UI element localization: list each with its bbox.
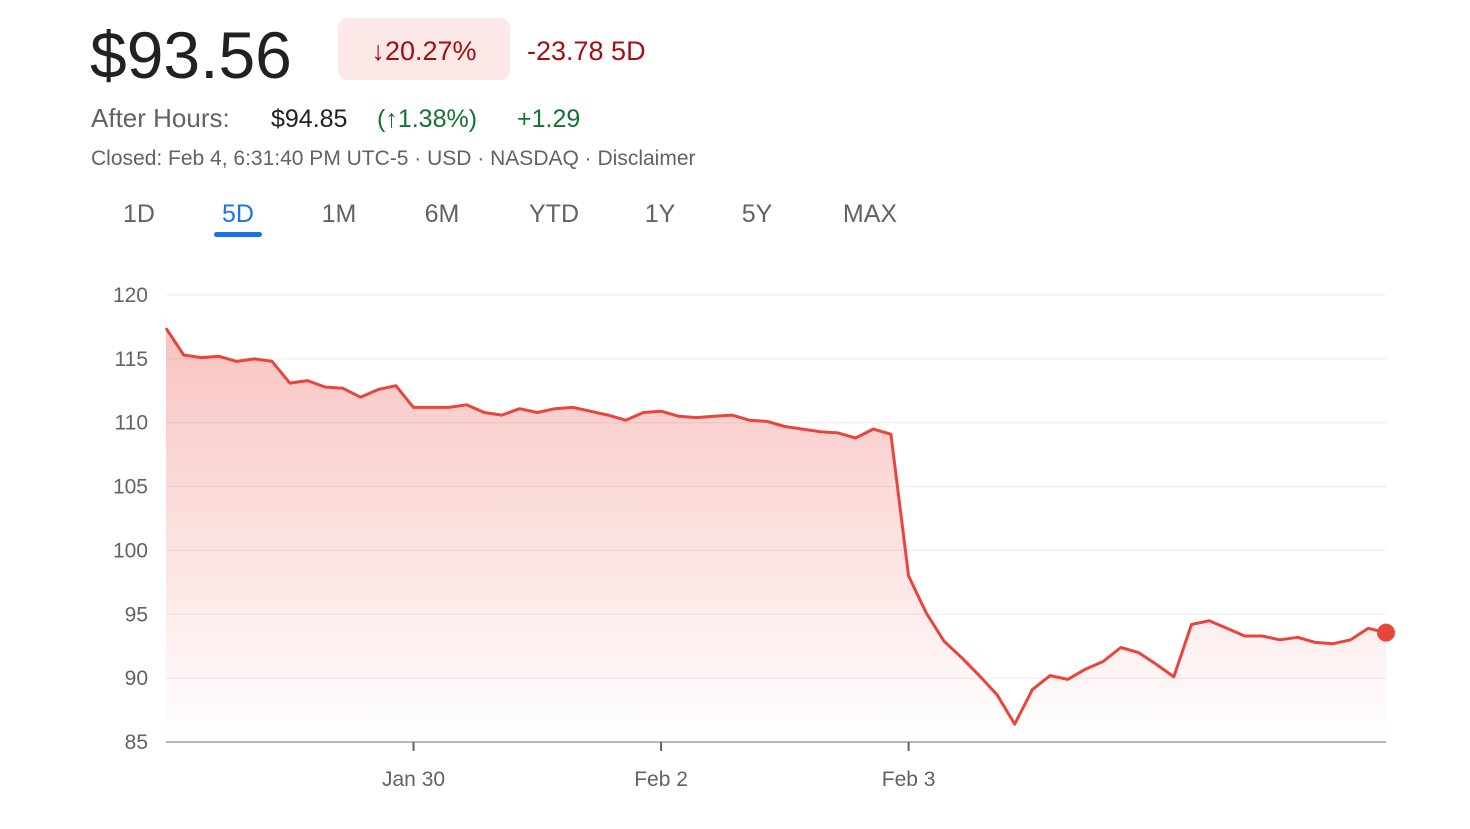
y-tick-label: 110	[115, 412, 148, 435]
y-tick-label: 105	[113, 476, 148, 499]
after-hours-price: $94.85	[271, 105, 347, 133]
range-tab[interactable]: YTD	[529, 200, 579, 228]
after-hours-pct: (↑1.38%)	[377, 105, 477, 133]
y-tick-label: 115	[115, 348, 148, 371]
tab-underline	[214, 232, 262, 237]
range-tab[interactable]: 1M	[322, 200, 357, 228]
range-tab[interactable]: 5Y	[742, 200, 773, 228]
y-tick-label: 95	[125, 603, 148, 626]
x-tick-label: Feb 3	[882, 768, 936, 791]
change-pct: ↓20.27%	[371, 36, 476, 66]
after-hours-change: +1.29	[517, 105, 580, 133]
price-line	[164, 327, 1387, 726]
after-hours-label: After Hours:	[91, 103, 230, 133]
status-line: Closed: Feb 4, 6:31:40 PM UTC-5 · USD · …	[91, 147, 696, 170]
price-area	[166, 328, 1386, 742]
price: $93.56	[90, 18, 292, 92]
y-tick-label: 100	[113, 539, 148, 562]
y-tick-label: 120	[113, 284, 148, 307]
range-tab[interactable]: 1Y	[645, 200, 676, 228]
change: -23.78 5D	[527, 36, 646, 66]
range-tab[interactable]: 1D	[123, 200, 155, 228]
y-tick-label: 90	[125, 667, 148, 690]
range-tab[interactable]: 5D	[222, 200, 254, 228]
x-tick-label: Jan 30	[382, 768, 445, 791]
change-badge	[338, 18, 510, 80]
x-tick-label: Feb 2	[634, 768, 688, 791]
range-tab[interactable]: MAX	[843, 200, 898, 228]
y-tick-label: 85	[125, 731, 148, 754]
last-point	[1377, 623, 1395, 642]
range-tab[interactable]: 6M	[425, 200, 460, 228]
